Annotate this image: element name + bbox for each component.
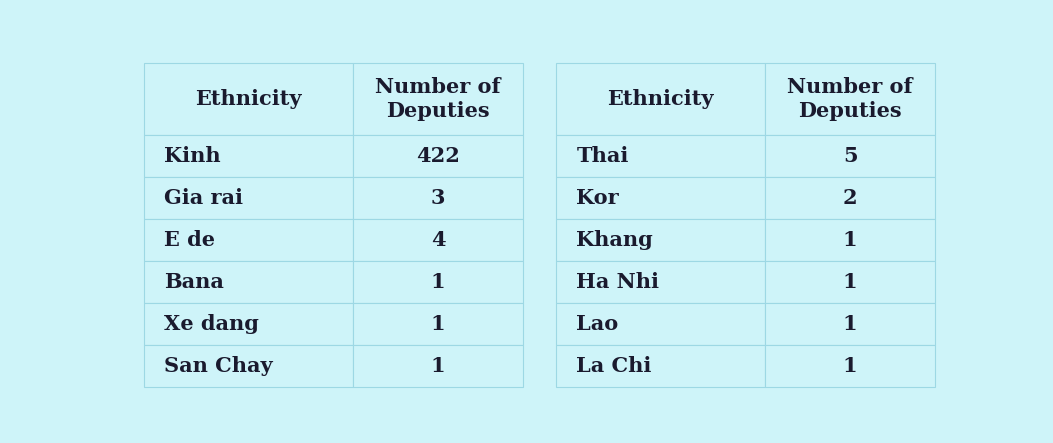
Text: E de: E de — [164, 230, 215, 250]
Text: Number of
Deputies: Number of Deputies — [375, 77, 501, 121]
Bar — [144, 63, 353, 135]
Text: San Chay: San Chay — [164, 356, 273, 377]
Bar — [144, 177, 353, 219]
Bar — [764, 63, 935, 135]
Text: Gia rai: Gia rai — [164, 188, 243, 208]
Text: La Chi: La Chi — [576, 356, 652, 377]
Text: 422: 422 — [416, 146, 460, 166]
Text: Ethnicity: Ethnicity — [195, 89, 301, 109]
Text: Kor: Kor — [576, 188, 619, 208]
Bar — [556, 63, 764, 135]
Bar — [353, 177, 523, 219]
Text: Xe dang: Xe dang — [164, 314, 259, 334]
Bar — [556, 261, 764, 303]
Text: Bana: Bana — [164, 272, 224, 292]
Text: 1: 1 — [842, 314, 857, 334]
Bar — [764, 261, 935, 303]
Text: 1: 1 — [431, 314, 445, 334]
Bar — [353, 63, 523, 135]
Text: 1: 1 — [842, 230, 857, 250]
Text: Ha Nhi: Ha Nhi — [576, 272, 659, 292]
Bar — [556, 177, 764, 219]
Bar — [353, 135, 523, 177]
Bar — [556, 303, 764, 346]
Bar — [144, 219, 353, 261]
Text: 1: 1 — [431, 356, 445, 377]
Bar — [353, 346, 523, 388]
Text: 1: 1 — [842, 272, 857, 292]
Bar — [764, 346, 935, 388]
Bar — [764, 303, 935, 346]
Text: Number of
Deputies: Number of Deputies — [788, 77, 913, 121]
Text: 3: 3 — [431, 188, 445, 208]
Bar — [144, 261, 353, 303]
Text: 1: 1 — [431, 272, 445, 292]
Text: Kinh: Kinh — [164, 146, 221, 166]
Text: Ethnicity: Ethnicity — [608, 89, 714, 109]
Bar — [556, 219, 764, 261]
Text: Khang: Khang — [576, 230, 653, 250]
Bar — [353, 261, 523, 303]
Text: Lao: Lao — [576, 314, 618, 334]
Bar — [144, 346, 353, 388]
Text: 4: 4 — [431, 230, 445, 250]
Bar — [353, 219, 523, 261]
Bar — [144, 135, 353, 177]
Bar — [353, 303, 523, 346]
Bar — [556, 135, 764, 177]
Text: Thai: Thai — [576, 146, 629, 166]
Bar — [764, 177, 935, 219]
Bar — [764, 135, 935, 177]
Text: 1: 1 — [842, 356, 857, 377]
Bar — [764, 219, 935, 261]
Bar — [556, 346, 764, 388]
Text: 2: 2 — [842, 188, 857, 208]
Bar — [144, 303, 353, 346]
Text: 5: 5 — [842, 146, 857, 166]
